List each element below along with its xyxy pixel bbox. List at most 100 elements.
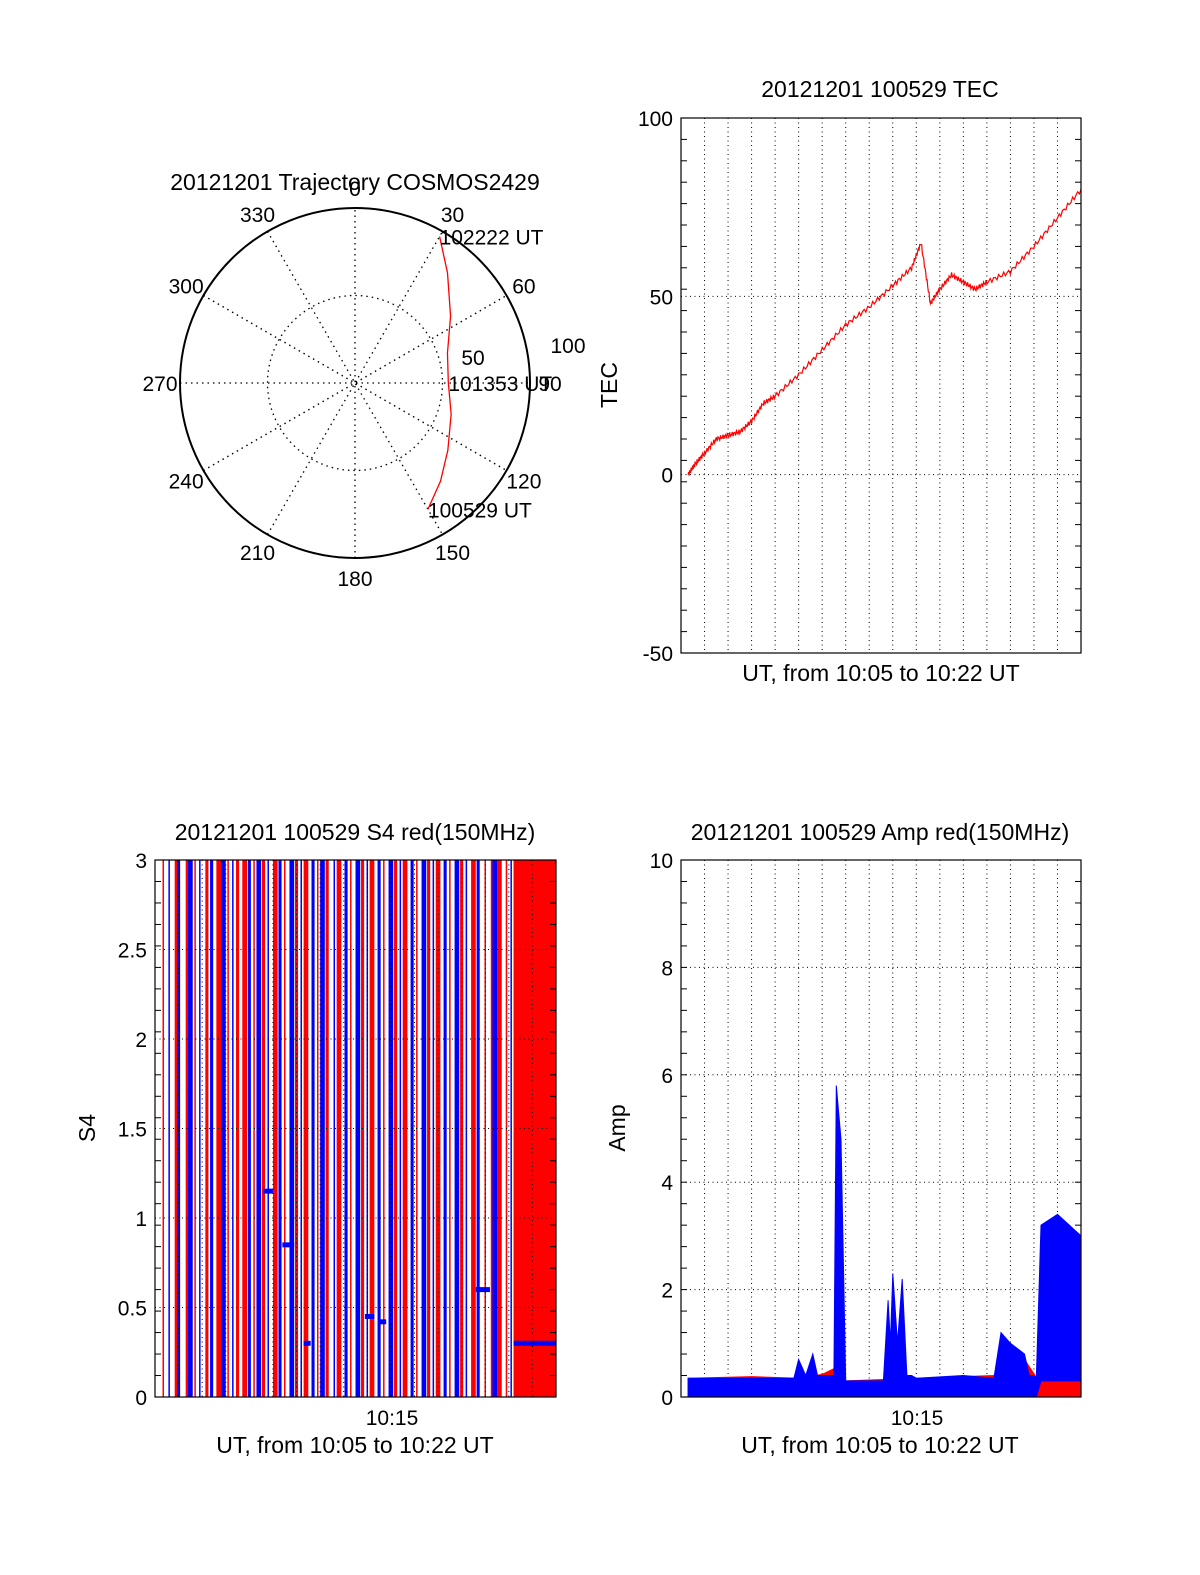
y-tick-label: 1 bbox=[135, 1208, 147, 1231]
s4-spike bbox=[177, 860, 181, 1397]
amp-x-tick-label: 10:15 bbox=[891, 1407, 944, 1430]
s4-spike bbox=[325, 860, 329, 1397]
s4-spike bbox=[383, 860, 385, 1397]
s4-plot: 20121201 100529 S4 red(150MHz) 3 2.5 2 1.5 1… bbox=[74, 819, 557, 1458]
y-tick-label: 2.5 bbox=[118, 940, 147, 963]
polar-angle-tick-label: 60 bbox=[512, 276, 535, 299]
s4-spike bbox=[476, 860, 480, 1397]
s4-spike bbox=[388, 860, 394, 1397]
s4-axes-frame bbox=[154, 859, 557, 1398]
trajectory-annotations: 102222 UT 101353 UT 100529 UT bbox=[428, 226, 552, 522]
y-tick-label: 0 bbox=[661, 465, 673, 488]
s4-spike bbox=[232, 860, 234, 1397]
polar-grid-spoke bbox=[203, 294, 507, 472]
s4-spike bbox=[272, 860, 278, 1397]
s4-spike bbox=[490, 860, 494, 1397]
s4-spike bbox=[227, 860, 229, 1397]
trajectory-polar-plot: 20121201 Trajectory COSMOS2429 0 30 60 90 12… bbox=[142, 169, 585, 591]
polar-outer-circle bbox=[179, 207, 531, 559]
s4-spike bbox=[484, 860, 486, 1397]
s4-spike bbox=[399, 860, 402, 1397]
y-tick-label: 50 bbox=[650, 286, 673, 309]
y-tick-label: -50 bbox=[643, 643, 673, 666]
s4-spike bbox=[336, 860, 342, 1397]
amp-axes-frame bbox=[680, 859, 1082, 1398]
s4-spike bbox=[529, 860, 531, 1397]
amp-y-ticks: 10 8 6 4 2 0 bbox=[650, 850, 674, 1410]
tec-title: 20121201 100529 TEC bbox=[761, 76, 998, 102]
s4-spike bbox=[432, 860, 435, 1397]
polar-grid bbox=[180, 208, 530, 558]
s4-spike bbox=[283, 860, 286, 1397]
trajectory-time-label: 100529 UT bbox=[428, 499, 532, 522]
y-tick-label: 3 bbox=[135, 850, 147, 873]
s4-spike bbox=[247, 860, 251, 1397]
s4-spike bbox=[402, 860, 408, 1397]
s4-spike bbox=[449, 860, 451, 1397]
y-tick-label: 0 bbox=[135, 1387, 147, 1410]
trajectory-series bbox=[427, 236, 452, 510]
tec-line bbox=[687, 189, 1082, 476]
y-tick-label: 4 bbox=[661, 1172, 673, 1195]
s4-spike bbox=[289, 860, 295, 1397]
polar-angle-tick-label: 270 bbox=[142, 373, 177, 396]
s4-spike bbox=[497, 860, 502, 1397]
s4-spike bbox=[492, 860, 498, 1397]
polar-angle-tick-label: 150 bbox=[435, 542, 470, 565]
trajectory-title: 20121201 Trajectory COSMOS2429 bbox=[170, 169, 539, 195]
polar-angle-tick-label: 330 bbox=[240, 204, 275, 227]
s4-spike bbox=[333, 860, 336, 1397]
amp-title: 20121201 100529 Amp red(150MHz) bbox=[691, 819, 1069, 845]
polar-angle-tick-label: 0 bbox=[349, 178, 361, 201]
s4-spike bbox=[210, 860, 214, 1397]
s4-series bbox=[162, 860, 556, 1397]
s4-spike bbox=[435, 860, 441, 1397]
s4-spike bbox=[194, 860, 196, 1397]
s4-grid bbox=[155, 859, 556, 1398]
s4-spike bbox=[344, 860, 348, 1397]
tec-axes-frame bbox=[680, 117, 1082, 654]
polar-angle-tick-label: 120 bbox=[506, 471, 541, 494]
amp-y-label: Amp bbox=[604, 1104, 630, 1151]
trajectory-time-label: 101353 UT bbox=[448, 373, 552, 396]
y-tick-label: 10 bbox=[650, 850, 673, 873]
s4-spike bbox=[421, 860, 427, 1397]
s4-spike bbox=[174, 860, 178, 1397]
trajectory-line bbox=[427, 236, 452, 510]
s4-spike bbox=[185, 860, 191, 1397]
amp-series-area bbox=[687, 1085, 1082, 1398]
polar-angle-tick-label: 210 bbox=[240, 542, 275, 565]
tec-x-label: UT, from 10:05 to 10:22 UT bbox=[742, 660, 1019, 686]
s4-spike bbox=[541, 860, 547, 1397]
s4-y-label: S4 bbox=[74, 1114, 100, 1142]
s4-spike bbox=[369, 860, 375, 1397]
s4-spike bbox=[303, 860, 309, 1397]
polar-angle-tick-label: 300 bbox=[169, 276, 204, 299]
polar-grid-circle bbox=[266, 294, 444, 472]
s4-spike bbox=[205, 860, 209, 1397]
s4-x-label: UT, from 10:05 to 10:22 UT bbox=[216, 1432, 493, 1458]
y-tick-label: 0.5 bbox=[118, 1298, 147, 1321]
polar-grid-spoke bbox=[266, 231, 444, 535]
s4-spike bbox=[162, 860, 165, 1397]
s4-spike bbox=[236, 860, 240, 1397]
y-tick-label: 6 bbox=[661, 1065, 673, 1088]
s4-spike bbox=[199, 860, 201, 1397]
amp-grid bbox=[681, 859, 1081, 1398]
s4-x-tick-label: 10:15 bbox=[366, 1407, 419, 1430]
amp-x-label: UT, from 10:05 to 10:22 UT bbox=[741, 1432, 1018, 1458]
polar-angle-ticks: 0 30 60 90 120 150 180 210 240 270 300 330 bbox=[142, 178, 561, 591]
y-tick-label: 2 bbox=[661, 1280, 673, 1303]
s4-spike bbox=[443, 860, 447, 1397]
polar-grid-spoke bbox=[203, 294, 507, 472]
tec-y-ticks: 100 50 0 -50 bbox=[638, 108, 673, 666]
polar-radius-tick-label: 100 bbox=[550, 335, 585, 358]
s4-spike bbox=[350, 860, 352, 1397]
y-tick-label: 1.5 bbox=[118, 1119, 147, 1142]
tec-series bbox=[687, 189, 1082, 476]
tec-grid bbox=[681, 117, 1081, 654]
s4-y-ticks: 3 2.5 2 1.5 1 0.5 0 bbox=[118, 850, 147, 1410]
amp-series bbox=[687, 1085, 1082, 1398]
polar-angle-tick-label: 240 bbox=[169, 471, 204, 494]
